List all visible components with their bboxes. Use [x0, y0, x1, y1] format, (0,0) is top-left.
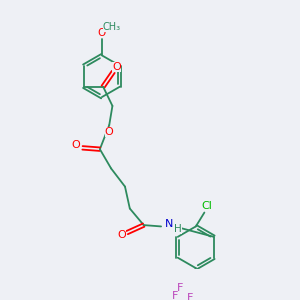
- Text: O: O: [98, 28, 106, 38]
- Text: O: O: [105, 127, 114, 136]
- Text: Cl: Cl: [201, 201, 212, 211]
- Text: O: O: [112, 61, 121, 72]
- Text: CH₃: CH₃: [103, 22, 121, 32]
- Text: O: O: [72, 140, 80, 150]
- Text: H: H: [174, 224, 182, 234]
- Text: F: F: [172, 291, 178, 300]
- Text: F: F: [187, 292, 193, 300]
- Text: F: F: [177, 283, 184, 293]
- Text: N: N: [165, 219, 173, 229]
- Text: O: O: [117, 230, 126, 240]
